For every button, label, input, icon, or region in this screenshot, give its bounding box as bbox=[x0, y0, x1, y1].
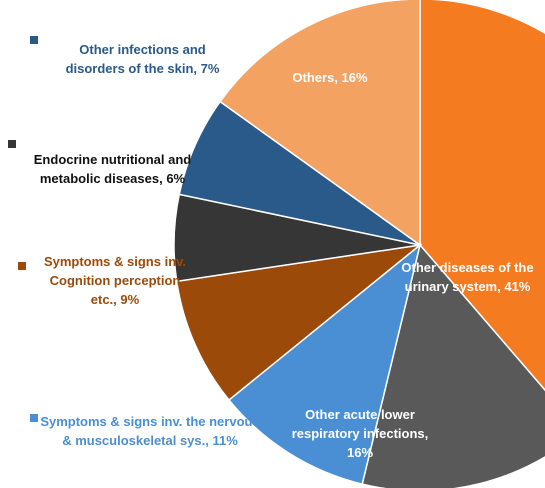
data-label: Symptoms & signs inv. Cognition percepti… bbox=[43, 254, 187, 307]
data-label: Others, 16% bbox=[292, 70, 368, 85]
pie-slice bbox=[175, 243, 423, 402]
pie-slice bbox=[219, 0, 421, 247]
pie-slice bbox=[227, 243, 422, 486]
pie-slice bbox=[361, 243, 545, 488]
data-label: Symptoms & signs inv. the nervous & musc… bbox=[40, 414, 260, 448]
data-label: Endocrine nutritional and metabolic dise… bbox=[33, 152, 192, 186]
data-label: Other infections and disorders of the sk… bbox=[65, 42, 220, 76]
pie-slice bbox=[419, 0, 545, 392]
legend-marker bbox=[30, 414, 38, 422]
data-label: Other diseases of the urinary system, 41… bbox=[401, 260, 534, 294]
legend-marker bbox=[18, 262, 26, 270]
legend-marker bbox=[8, 140, 16, 148]
data-label: Other acute lower respiratory infections… bbox=[291, 407, 429, 460]
legend-marker bbox=[30, 36, 38, 44]
